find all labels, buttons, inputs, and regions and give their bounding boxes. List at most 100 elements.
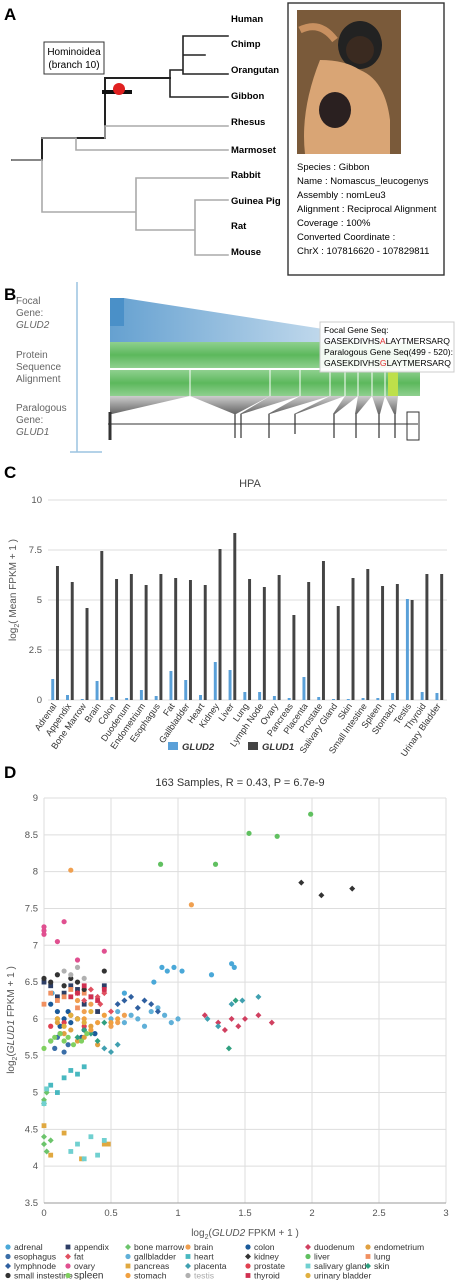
bar-glud1-urinary-bladder [440,574,444,700]
scatter-legend-marker-colon [245,1244,251,1250]
scatter-point-thyroid [68,994,74,1000]
scatter-point-colon [68,1019,74,1026]
scatter-point-gallbladder [175,1016,181,1022]
scatter-point-lymphnode [148,1001,155,1008]
seq-paralog: GASEKDIVHSGLAYTMERSARQ [324,358,451,368]
scatter-point-endometrium [88,1023,94,1029]
bar-glud1-adrenal [55,566,59,700]
info-line-3: Alignment : Reciprocal Alignment [297,204,437,215]
species-label-orangutan: Orangutan [231,65,279,76]
scatter-point-urinary-bladder [81,1019,87,1026]
focal-label-1: Focal [16,296,40,307]
scatter-point-colon [61,1016,67,1022]
species-info-text: Species : Gibbon Name : Nomascus_leucogen… [297,162,437,257]
scatter-point-skin [101,1019,108,1026]
panel-b-row-labels: Focal Gene: GLUD2 Protein Sequence Align… [16,296,67,438]
scatter-point-pancreas [105,1141,111,1147]
scatter-legend-label-ovary: ovary [74,1261,96,1271]
bar-glud2-fat [169,671,173,700]
scatter-point-stomach [108,1019,114,1026]
scatter-point-brain [108,1023,114,1029]
scatter-point-urinary-bladder [68,1012,74,1018]
scatter-point-lung [75,1005,80,1011]
scatter-point-stomach [95,1019,101,1026]
scatter-legend-marker-appendix [65,1244,71,1250]
bar-glud2-pancreas [287,698,291,700]
scatter-legend-marker-ovary [65,1263,71,1269]
scatter-point-endometrium [54,1019,61,1026]
scatter-point-bone-marrow [47,1137,54,1144]
scatter-ytick-label: 5 [33,1088,38,1099]
bar-glud2-urinary-bladder [435,693,439,700]
panel-letter-b: B [4,285,16,304]
scatter-point-small-instestine [68,975,74,982]
scatter-point-heart [81,1064,87,1070]
panel-letter-a: A [4,5,16,24]
scatter-point-pancreas [48,1152,54,1158]
scatter-point-thyroid [95,998,100,1003]
scatter-point-ovary [41,924,47,930]
bar-glud2-stomach [391,693,395,700]
scatter-point-skin [94,1038,101,1044]
scatter-point-adrenal [208,972,215,978]
alignment-projections [110,396,398,414]
panel-b-svg: B Focal Gene: GLUD2 Protein Sequence Ali… [4,282,455,453]
bar-glud2-liver [228,670,232,700]
paralog-label-gene: GLUD1 [16,427,49,438]
bar-legend-swatch-glud2 [168,742,178,750]
tree-branch-root-ape [11,77,171,161]
scatter-point-placenta [255,993,262,1000]
species-label-rhesus: Rhesus [231,117,265,128]
scatter-legend-label-endometrium: endometrium [374,1242,424,1252]
scatter-ytick-label: 9 [33,793,38,804]
scatter-legend-marker-small-instestine [5,1272,11,1279]
scatter-point-esophagus [61,1049,67,1055]
scatter-legend-label-adrenal: adrenal [14,1242,43,1252]
scatter-point-lymphnode [134,1004,141,1011]
species-label-rat: Rat [231,221,247,232]
scatter-ytick-label: 8 [33,867,38,878]
scatter-point-thyroid [81,983,87,989]
bar-glud2-duodenum [125,698,129,700]
scatter-legend-marker-duodenum [305,1244,311,1250]
scatter-point-skin [87,1030,94,1037]
paralog-utr-box [406,411,420,441]
alignment-bar-bottom [110,370,420,396]
bar-glud1-lung [248,579,252,700]
scatter-point-brain [81,1008,87,1015]
scatter-point-spleen [65,1034,71,1040]
align-label-1: Protein [16,350,48,361]
gibbon-photo [297,10,401,154]
bar-glud2-salivary-gland [332,699,335,700]
scatter-legend-label-urinary-bladder: urinary bladder [314,1271,371,1281]
scatter-point-colon [48,1001,54,1007]
scatter-legend-marker-kidney [245,1253,251,1260]
scatter-chart: D 163 Samples, R = 0.43, P = 6.7e-9 log2… [4,763,449,1282]
panel-letter-d: D [4,763,16,782]
bar-chart-bars [51,533,444,700]
scatter-point-colon [57,1023,63,1029]
scatter-point-stomach [101,1012,107,1018]
bar-glud2-esophagus [154,696,158,700]
scatter-legend-label-appendix: appendix [74,1242,110,1252]
scatter-point-duodenum [201,1012,208,1019]
scatter-point-salivary-gland [44,1086,50,1092]
scatter-point-lung [41,1001,47,1007]
scatter-ytick-label: 7.5 [25,903,38,914]
scatter-legend-marker-fat [65,1253,71,1260]
scatter-point-ovary [54,938,61,945]
paralog-label-2: Gene: [16,415,43,426]
scatter-xtick-label: 0.5 [104,1208,117,1219]
panel-c: C HPA log2( Mean FPKM + 1 ) 0 2.5 5 7.5 10 A… [0,460,455,760]
info-line-1: Name : Nomascus_leucogenys [297,176,429,187]
scatter-point-liver [308,811,314,817]
scatter-point-pancreas [61,1130,67,1136]
bar-glud1-stomach [395,584,399,700]
scatter-legend-marker-skin [365,1263,371,1269]
scatter-legend-marker-prostate [245,1263,251,1269]
scatter-legend-marker-salivary-gland [305,1263,311,1269]
scatter-point-urinary-bladder [74,1016,81,1022]
scatter-point-fat [108,1008,114,1015]
scatter-point-placenta [239,997,246,1004]
